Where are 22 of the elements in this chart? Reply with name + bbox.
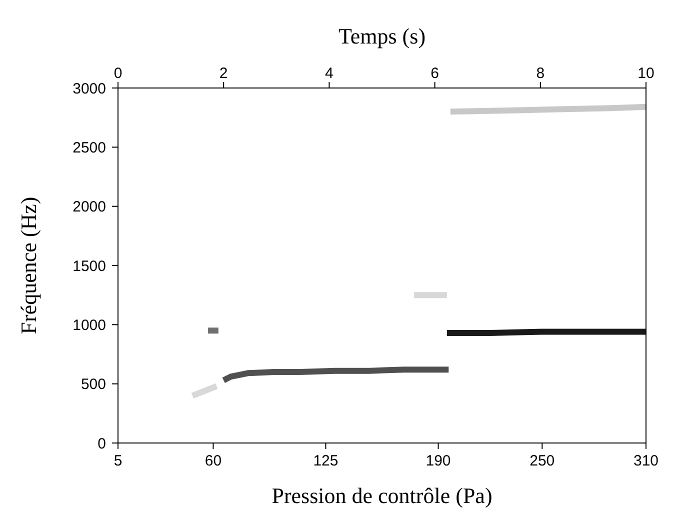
x-tick-label: 250 — [530, 452, 555, 470]
y-tick-label: 500 — [80, 376, 106, 394]
x2-axis-title: Temps (s) — [338, 24, 426, 49]
y-tick-label: 3000 — [72, 80, 106, 98]
x2-tick-label: 2 — [219, 65, 228, 82]
x-tick-label: 190 — [426, 452, 451, 470]
x2-tick-label: 6 — [430, 65, 439, 82]
y-tick-label: 2500 — [72, 139, 106, 156]
y-tick-label: 2000 — [72, 198, 106, 216]
x-tick-label: 125 — [313, 452, 338, 470]
x-axis-title: Pression de contrôle (Pa) — [272, 483, 492, 508]
y-axis-title: Fréquence (Hz) — [16, 196, 41, 334]
y-tick-label: 1000 — [72, 316, 106, 334]
y-tick-label: 0 — [98, 435, 106, 452]
x2-tick-label: 0 — [114, 65, 122, 82]
x2-tick-label: 4 — [325, 65, 334, 82]
x-tick-label: 5 — [114, 452, 122, 470]
x2-tick-label: 8 — [536, 65, 545, 82]
x-tick-label: 60 — [204, 452, 222, 470]
y-tick-label: 1500 — [72, 258, 106, 275]
x-tick-label: 310 — [633, 452, 659, 470]
x2-tick-label: 10 — [638, 65, 654, 82]
